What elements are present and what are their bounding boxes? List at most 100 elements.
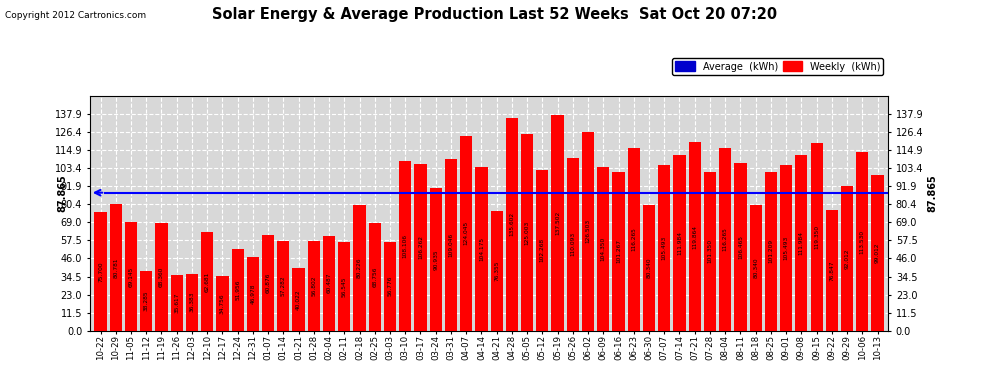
Text: 80.340: 80.340 [646,257,651,278]
Bar [826,210,838,331]
Bar [475,167,487,331]
Bar [871,175,884,331]
Text: 56.776: 56.776 [387,276,392,296]
Text: 102.268: 102.268 [540,238,545,262]
Text: 111.984: 111.984 [677,231,682,255]
Bar [292,268,305,331]
Text: 106.465: 106.465 [738,235,742,259]
Text: 60.876: 60.876 [265,273,270,293]
Bar [232,249,244,331]
Bar [551,115,563,331]
Bar [719,148,732,331]
Text: 116.265: 116.265 [632,228,637,251]
Text: 125.003: 125.003 [525,220,530,245]
Bar [582,132,594,331]
Text: 109.046: 109.046 [448,233,453,257]
Text: 62.681: 62.681 [205,272,210,292]
Text: 99.012: 99.012 [875,243,880,263]
Text: 60.487: 60.487 [327,273,332,294]
Text: 80.781: 80.781 [113,257,118,278]
Bar [735,164,746,331]
Text: 51.956: 51.956 [236,280,241,300]
Text: 80.340: 80.340 [753,257,758,278]
Text: 104.175: 104.175 [479,237,484,261]
Text: 56.545: 56.545 [342,276,346,297]
Bar [339,242,350,331]
Bar [125,222,137,331]
Text: 101.209: 101.209 [768,239,773,263]
Text: 101.350: 101.350 [708,239,713,263]
Bar [506,118,518,331]
Bar [537,170,548,331]
Bar [201,232,213,331]
Bar [643,204,655,331]
Text: 105.493: 105.493 [784,236,789,260]
Text: 38.285: 38.285 [144,290,148,311]
Bar [186,273,198,331]
Text: 46.978: 46.978 [250,284,255,304]
Bar [445,159,457,331]
Text: 76.355: 76.355 [494,261,499,281]
Bar [110,204,122,331]
Text: 101.267: 101.267 [616,239,621,263]
Bar [704,171,716,331]
Text: 135.602: 135.602 [510,212,515,236]
Bar [856,152,868,331]
Text: 36.383: 36.383 [189,292,194,312]
Text: 35.617: 35.617 [174,292,179,313]
Bar [308,242,320,331]
Bar [521,134,534,331]
Text: 34.756: 34.756 [220,293,225,314]
Text: 116.265: 116.265 [723,228,728,251]
Bar [399,161,411,331]
Text: 105.493: 105.493 [661,236,666,260]
Legend: Average  (kWh), Weekly  (kWh): Average (kWh), Weekly (kWh) [672,58,883,75]
Bar [277,241,289,331]
Text: 119.350: 119.350 [814,225,819,249]
Bar [841,186,853,331]
Text: 104.350: 104.350 [601,237,606,261]
Text: 124.045: 124.045 [463,221,468,245]
Bar [795,155,808,331]
Bar [780,165,792,331]
Text: 126.503: 126.503 [585,219,591,243]
Text: 68.756: 68.756 [372,267,377,287]
Bar [262,235,274,331]
Bar [94,212,107,331]
Text: 108.106: 108.106 [403,234,408,258]
Bar [673,155,685,331]
Text: 87.865: 87.865 [927,174,938,211]
Bar [613,172,625,331]
Bar [384,242,396,331]
Text: 87.865: 87.865 [57,174,67,211]
Bar [566,158,579,331]
Bar [658,165,670,331]
Text: 69.145: 69.145 [129,266,134,286]
Text: 110.093: 110.093 [570,232,575,256]
Bar [491,211,503,331]
Bar [353,205,365,331]
Text: 75.700: 75.700 [98,261,103,282]
Bar [597,167,610,331]
Bar [628,148,640,331]
Bar [155,224,167,331]
Text: 57.282: 57.282 [281,275,286,296]
Bar [323,236,336,331]
Text: 40.022: 40.022 [296,289,301,310]
Bar [247,257,259,331]
Text: Copyright 2012 Cartronics.com: Copyright 2012 Cartronics.com [5,11,147,20]
Bar [765,172,777,331]
Bar [415,164,427,331]
Text: 106.262: 106.262 [418,235,423,259]
Bar [460,136,472,331]
Text: 119.864: 119.864 [692,225,697,249]
Text: 68.360: 68.360 [159,267,164,287]
Text: 90.935: 90.935 [434,249,439,270]
Text: 137.502: 137.502 [555,211,560,235]
Bar [430,188,442,331]
Text: 76.847: 76.847 [830,260,835,280]
Text: 111.984: 111.984 [799,231,804,255]
Bar [368,223,381,331]
Bar [811,143,823,331]
Bar [170,275,183,331]
